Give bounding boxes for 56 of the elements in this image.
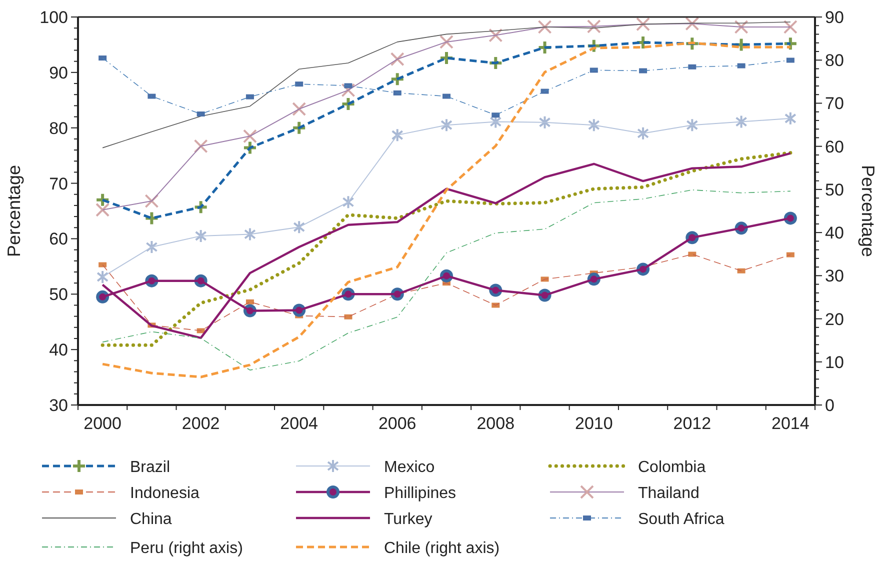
legend-label: Brazil bbox=[130, 459, 170, 476]
y2-tick-label: 50 bbox=[825, 180, 844, 200]
y2-tick-label: 0 bbox=[825, 396, 834, 415]
legend-label: Phillipines bbox=[384, 485, 456, 502]
point bbox=[342, 195, 354, 210]
legend-label: Thailand bbox=[638, 485, 700, 502]
y-tick-label: 100 bbox=[40, 8, 68, 27]
x-tick-label: 2006 bbox=[378, 414, 416, 433]
legend-label: Chile (right axis) bbox=[384, 540, 500, 557]
y-tick-label: 80 bbox=[49, 118, 68, 138]
y2-tick-label: 70 bbox=[825, 94, 844, 114]
legend-label: Peru (right axis) bbox=[130, 540, 243, 557]
y2-tick-label: 80 bbox=[825, 51, 844, 70]
y-axis-title: Percentage bbox=[4, 164, 24, 258]
y2-tick-label: 60 bbox=[825, 137, 844, 156]
line-series bbox=[102, 189, 791, 370]
point bbox=[293, 220, 306, 234]
point bbox=[784, 111, 796, 126]
point bbox=[735, 114, 748, 129]
point bbox=[96, 270, 109, 284]
x-tick-label: 2010 bbox=[574, 414, 613, 433]
x-tick-label: 2004 bbox=[280, 414, 318, 433]
x-tick-label: 2000 bbox=[84, 414, 122, 433]
legend-label: China bbox=[130, 511, 172, 528]
legend-label: Turkey bbox=[384, 511, 432, 528]
line-series bbox=[102, 22, 791, 148]
y2-tick-label: 20 bbox=[825, 310, 844, 329]
y-tick-label: 60 bbox=[49, 230, 68, 249]
legend-label: Mexico bbox=[384, 459, 435, 476]
point bbox=[146, 240, 158, 254]
y2-tick-label: 30 bbox=[825, 266, 844, 286]
point bbox=[194, 228, 207, 243]
legend-label: Indonesia bbox=[130, 485, 200, 502]
y-tick-label: 30 bbox=[49, 396, 68, 415]
y-tick-label: 90 bbox=[49, 63, 68, 82]
x-tick-label: 2014 bbox=[772, 414, 810, 433]
point bbox=[588, 118, 600, 132]
y-tick-label: 40 bbox=[49, 340, 68, 360]
point bbox=[686, 118, 698, 132]
y-tick-label: 50 bbox=[49, 285, 68, 304]
y2-tick-label: 40 bbox=[825, 224, 844, 243]
legend-label: South Africa bbox=[638, 511, 724, 528]
y2-tick-label: 10 bbox=[825, 352, 844, 372]
point bbox=[391, 128, 404, 142]
x-tick-label: 2008 bbox=[476, 414, 515, 433]
line-series bbox=[101, 42, 792, 378]
legend-label: Colombia bbox=[638, 459, 706, 476]
x-tick-label: 2012 bbox=[673, 414, 712, 433]
y-tick-label: 70 bbox=[49, 174, 68, 194]
point bbox=[637, 126, 650, 140]
y2-tick-label: 90 bbox=[825, 8, 844, 27]
point bbox=[244, 227, 256, 242]
x-tick-label: 2002 bbox=[182, 414, 220, 433]
point bbox=[538, 115, 551, 130]
point bbox=[440, 118, 452, 132]
y2-axis-title: Percentage bbox=[858, 164, 878, 258]
